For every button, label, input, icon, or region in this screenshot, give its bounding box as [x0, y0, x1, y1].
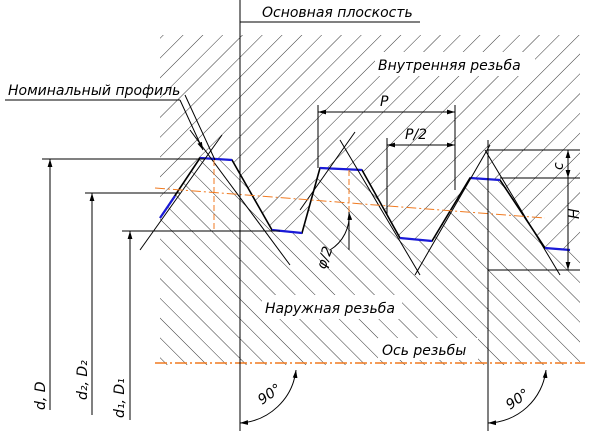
nominal-profile-label: Номинальный профиль: [8, 83, 180, 99]
height-dimension: [488, 149, 580, 271]
half-pitch-label: P/2: [405, 127, 427, 143]
angle-right-label: 90°: [503, 386, 533, 413]
diameter-dimensions: [42, 158, 280, 420]
nominal-profile-lines: [139, 94, 561, 276]
d1-label: d₁, D₁: [112, 378, 128, 418]
pitch-dimension: [317, 105, 456, 215]
external-thread-label: Наружная резьба: [265, 301, 395, 317]
half-angle-label: φ/2: [314, 244, 337, 271]
angle-arc: [487, 369, 548, 426]
c-label: c: [551, 162, 567, 170]
pitch-line: [154, 187, 546, 219]
angle-arc: [239, 369, 298, 425]
d2-label: d₂, D₂: [75, 360, 91, 400]
axis-label: Ось резьбы: [382, 343, 466, 359]
pitch-label: P: [380, 94, 389, 110]
internal-thread-label: Внутренняя резьба: [378, 58, 521, 74]
base-plane-label: Основная плоскость: [262, 5, 413, 21]
h-label: H: [567, 208, 583, 219]
d-label: d, D: [33, 381, 49, 410]
